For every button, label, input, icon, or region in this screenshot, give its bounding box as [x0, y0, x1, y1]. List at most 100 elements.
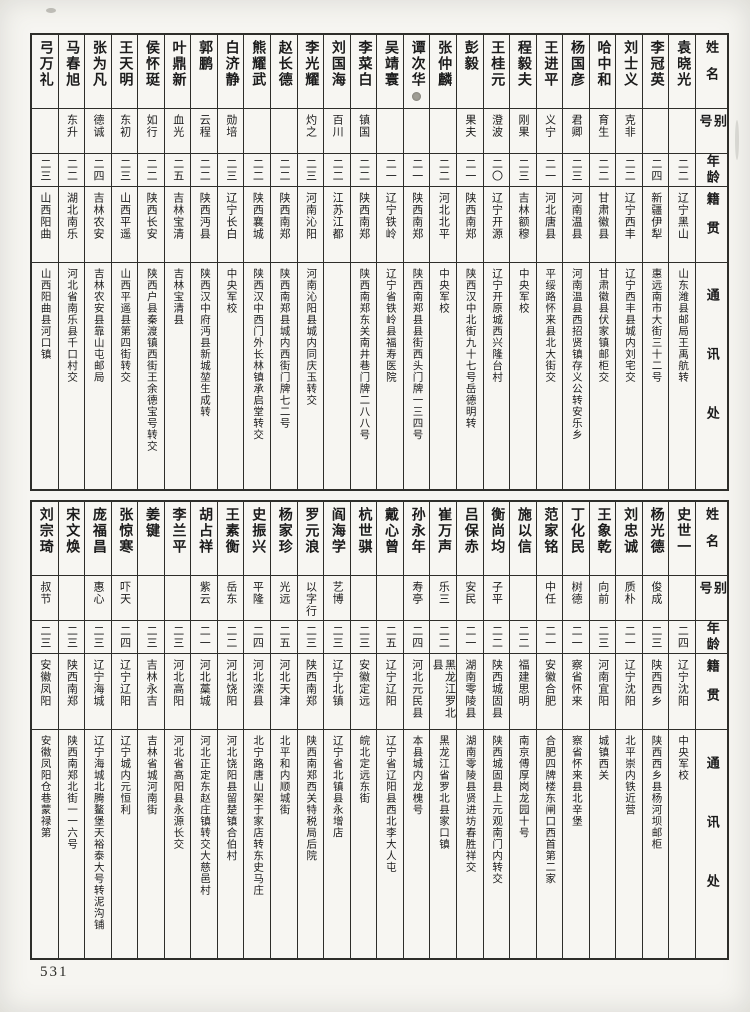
age-cell: 二二 — [138, 154, 164, 187]
age-cell: 二三 — [217, 154, 244, 187]
address-cell-text: 陕西南郑县城内西街门牌七二号 — [278, 268, 290, 429]
age-cell: 二二 — [510, 621, 536, 654]
age-cell: 二二 — [350, 154, 377, 187]
origin-cell: 江苏江都 — [324, 187, 350, 263]
name-cell: 王象乾 — [589, 502, 616, 576]
alias-cell-text: 克非 — [623, 114, 636, 138]
header-alias: 别号 — [696, 576, 727, 621]
alias-cell: 子平 — [483, 576, 510, 621]
entry-column: 衡尚均 子平 二二 陕西城固县 陕西城固县上元观南门内转交 — [482, 502, 510, 958]
address-cell: 辽宁省铁岭县福寿医院 — [377, 263, 403, 489]
age-cell: 二二 — [324, 154, 350, 187]
origin-cell-text: 陕西南郑 — [277, 192, 290, 240]
name-cell: 施以信 — [510, 502, 536, 576]
entry-column: 施以信 二二 福建思明 南京傅厚岗龙园十号 — [509, 502, 536, 958]
alias-cell-text: 百川 — [331, 114, 344, 138]
origin-cell-text: 陕西南郑 — [410, 192, 423, 240]
name-cell-text: 丁化民 — [568, 507, 584, 555]
address-cell-text: 中央军校 — [677, 735, 689, 781]
age-cell-text: 二三 — [570, 158, 583, 182]
address-cell-text: 合肥四牌楼东闸口西首第二家 — [544, 735, 556, 885]
alias-cell: 平隆 — [244, 576, 270, 621]
alias-cell: 育生 — [589, 109, 616, 154]
address-cell-text: 吉林省城河南街 — [145, 735, 157, 816]
name-cell-text: 宋文焕 — [64, 507, 80, 555]
age-cell: 二三 — [324, 621, 350, 654]
origin-cell-text: 甘肃徽县 — [596, 192, 609, 240]
age-cell: 二四 — [111, 621, 138, 654]
entry-column: 马春旭 东升 二二 湖北南乐 河北省南乐县千口村交 — [57, 35, 85, 489]
age-cell: 二二 — [58, 154, 85, 187]
origin-cell-text: 陕西襄城 — [251, 192, 264, 240]
address-cell-text: 陕西户县秦渡镇西街王余德宝号转交 — [145, 268, 157, 452]
name-cell: 郭鹏 — [191, 35, 217, 109]
name-cell-text: 杨家珍 — [276, 507, 292, 555]
origin-cell-text: 河北北平 — [437, 192, 450, 240]
origin-cell: 辽宁西丰 — [616, 187, 642, 263]
scan-speck — [735, 120, 739, 160]
name-cell-text: 李兰平 — [170, 507, 186, 555]
entry-column: 李冠英 二四 新疆伊犁 惠远南市大街三十二号 — [641, 35, 669, 489]
name-cell: 刘忠诚 — [616, 502, 642, 576]
address-cell-text: 北宁路唐山架于家店转东史马庄 — [252, 735, 264, 896]
address-cell-text: 陕西南郑北街一一六号 — [66, 735, 78, 850]
address-cell-text: 吉林农安县靠山屯邮局 — [92, 268, 104, 383]
origin-cell: 陕西城固县 — [483, 654, 510, 730]
name-cell-text: 孙永年 — [409, 507, 425, 555]
entry-column: 范家铭 中任 二一 安徽合肥 合肥四牌楼东闸口西首第二家 — [535, 502, 563, 958]
header-column: 姓名 别号 年龄 籍贯 通讯处 — [695, 502, 727, 958]
name-cell: 庞福昌 — [85, 502, 111, 576]
alias-cell-text: 寿亭 — [410, 581, 423, 605]
age-cell: 二五 — [271, 621, 297, 654]
alias-cell — [669, 576, 695, 621]
header-name: 姓名 — [696, 35, 727, 109]
name-cell: 王素衡 — [217, 502, 244, 576]
header-age-text: 年龄 — [704, 621, 720, 653]
name-cell-text: 吕保赤 — [462, 507, 478, 555]
header-origin: 籍贯 — [696, 187, 727, 263]
origin-cell: 陕西南郑 — [403, 187, 430, 263]
name-cell: 张惊寒 — [111, 502, 138, 576]
name-cell-text: 叶鼎新 — [170, 40, 186, 88]
age-cell: 二三 — [164, 621, 191, 654]
address-cell: 黑龙江省罗北县家口镇 — [430, 730, 456, 958]
age-cell: 二二 — [271, 154, 297, 187]
age-cell: 二二 — [589, 154, 616, 187]
origin-cell-text: 河南温县 — [570, 192, 583, 240]
age-cell: 二五 — [377, 621, 403, 654]
header-name-text: 姓名 — [704, 507, 719, 561]
name-cell-text: 熊耀武 — [250, 40, 266, 88]
address-cell: 本县城内龙槐号 — [404, 730, 430, 958]
alias-cell-text: 乐三 — [437, 581, 450, 605]
entry-column: 胡占祥 紫云 二一 河北藁城 河北正定东赵庄镇转交大慈邑村 — [190, 502, 217, 958]
name-cell: 宋文焕 — [58, 502, 85, 576]
name-cell: 张为凡 — [85, 35, 111, 109]
name-cell-text: 罗元浪 — [303, 507, 319, 555]
alias-cell: 君卿 — [563, 109, 589, 154]
age-cell-text: 二一 — [623, 625, 636, 649]
age-cell-text: 二〇 — [490, 158, 503, 182]
address-cell: 湖南零陵县贤进坊春胜祥交 — [457, 730, 483, 958]
address-cell-text: 辽宁城内元恒利 — [119, 735, 131, 816]
alias-cell-text: 如行 — [145, 114, 158, 138]
entry-column: 史世一 二四 辽宁沈阳 中央军校 — [668, 502, 695, 958]
name-cell-text: 王象乾 — [595, 507, 611, 555]
age-cell-text: 二二 — [490, 625, 503, 649]
origin-cell-text: 安徽凤阳 — [38, 659, 51, 707]
age-cell: 二五 — [164, 154, 191, 187]
origin-cell: 湖北南乐 — [58, 187, 85, 263]
origin-cell: 陕西襄城 — [244, 187, 270, 263]
age-cell: 二三 — [111, 154, 138, 187]
origin-cell: 山西平遥 — [111, 187, 138, 263]
entry-column: 罗元浪 以字行 二三 陕西南郑 陕西南郑西关特税局后院 — [296, 502, 324, 958]
address-cell: 山西平遥县第四街转交 — [112, 263, 138, 489]
name-cell: 姜键 — [138, 502, 164, 576]
origin-cell: 陕西长安 — [138, 187, 164, 263]
header-name-text: 姓名 — [704, 40, 719, 94]
origin-cell-text: 辽宁海城 — [92, 659, 104, 707]
name-cell: 胡占祥 — [191, 502, 217, 576]
address-cell: 北平和内顺城街 — [271, 730, 297, 958]
origin-cell-text: 湖北南乐 — [65, 192, 78, 240]
entry-column: 崔万声 乐三 二二 黑龙江罗北县 黑龙江省罗北县家口镇 — [429, 502, 456, 958]
age-cell-text: 二二 — [65, 158, 78, 182]
